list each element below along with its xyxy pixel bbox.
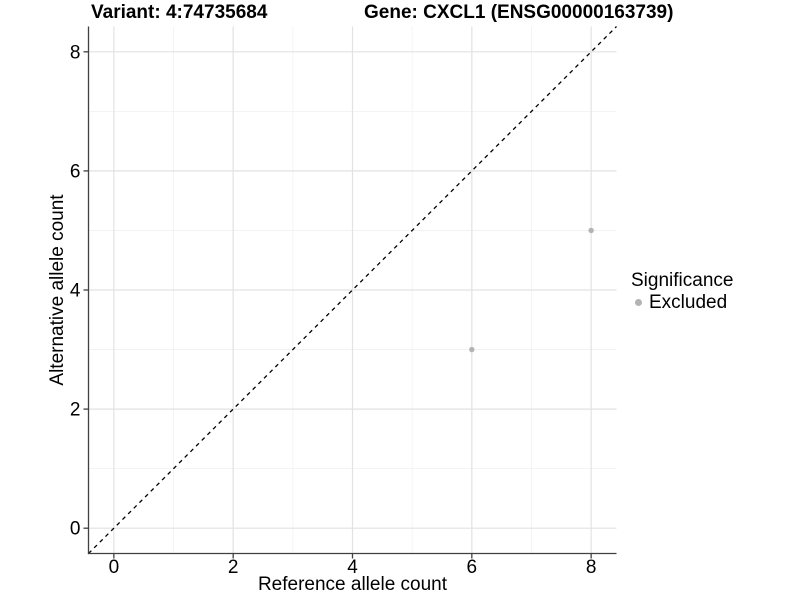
y-tick-label: 8 <box>70 42 81 63</box>
y-tick-label: 0 <box>70 519 81 540</box>
variant-title: Variant: 4:74735684 <box>91 2 268 23</box>
data-point <box>588 227 594 234</box>
y-tick-label: 2 <box>70 400 81 421</box>
legend: Significance Excluded <box>631 270 733 313</box>
x-tick-label: 4 <box>347 557 358 578</box>
y-tick-label: 4 <box>70 281 81 302</box>
legend-title: Significance <box>631 270 734 291</box>
legend-item-label: Excluded <box>649 292 728 313</box>
y-tick-label: 6 <box>70 161 81 182</box>
gene-title: Gene: CXCL1 (ENSG00000163739) <box>364 2 674 23</box>
x-tick-label: 6 <box>467 557 478 578</box>
legend-item-excluded: Excluded <box>631 292 733 313</box>
x-axis-label: Reference allele count <box>257 574 448 595</box>
x-tick-label: 8 <box>586 557 597 578</box>
x-tick-label: 2 <box>228 557 239 578</box>
data-point <box>469 346 475 353</box>
excluded-point-swatch-icon <box>635 299 642 306</box>
y-axis-label: Alternative allele count <box>47 194 68 386</box>
x-tick-label: 0 <box>109 557 120 578</box>
